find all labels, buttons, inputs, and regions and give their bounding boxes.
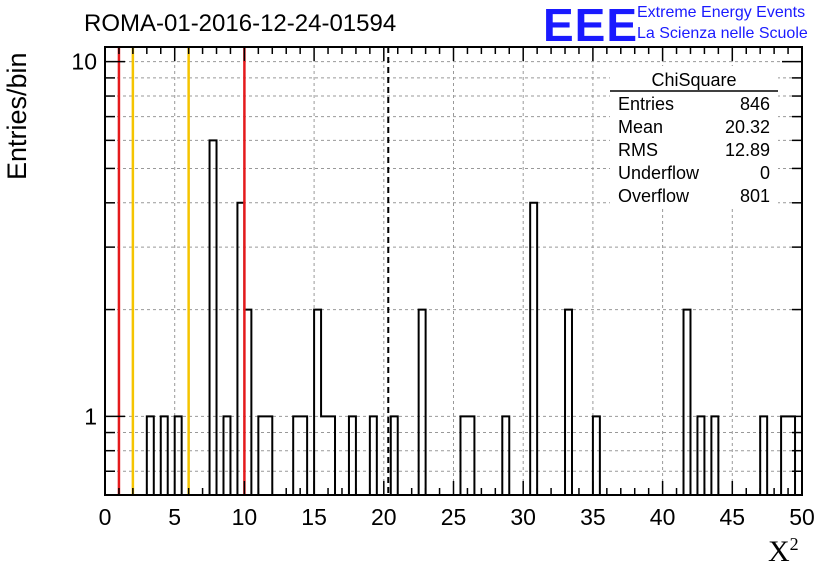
axis-ticks — [104, 47, 803, 496]
histogram-bin — [530, 203, 537, 495]
x-tick-label: 40 — [650, 504, 676, 530]
histogram-bin — [265, 416, 272, 495]
histogram-bin — [391, 416, 398, 495]
histogram-bin — [328, 416, 335, 495]
histogram-bin — [502, 416, 509, 495]
y-axis-label: Entries/bin — [2, 52, 32, 180]
histogram-bin — [370, 416, 377, 495]
histogram-bin — [788, 416, 795, 495]
histogram-bin — [147, 416, 154, 495]
x-tick-label: 20 — [371, 504, 397, 530]
histogram-bin — [711, 416, 718, 495]
histogram-bin — [161, 416, 168, 495]
tick-labels: 0 5 10 15 20 25 30 35 40 45 50 1 10 — [71, 49, 814, 530]
stats-box-title: ChiSquare — [651, 70, 736, 90]
stats-row-value: 12.89 — [725, 140, 770, 160]
x-axis-label-base: X — [768, 535, 790, 568]
histogram-bin — [460, 416, 467, 495]
stats-row-value: 0 — [760, 163, 770, 183]
reference-lines — [117, 47, 390, 495]
histogram-bin — [684, 310, 691, 495]
x-tick-label: 5 — [168, 504, 181, 530]
histogram-bin — [467, 416, 474, 495]
histogram-bin — [321, 416, 328, 495]
grid-lines — [105, 47, 802, 495]
stats-row-label: Underflow — [618, 163, 700, 183]
stats-box-background — [610, 66, 778, 208]
histogram-bin — [781, 416, 788, 495]
x-tick-label: 30 — [510, 504, 536, 530]
histogram-bin — [565, 310, 572, 495]
x-tick-label: 25 — [441, 504, 467, 530]
stats-row-label: Entries — [618, 94, 674, 114]
histogram-bin — [760, 416, 767, 495]
logo-subtitle-2: La Scienza nelle Scuole — [637, 25, 808, 42]
stats-row-label: Overflow — [618, 186, 690, 206]
x-axis-label: X2 — [768, 534, 799, 569]
x-tick-label: 45 — [720, 504, 746, 530]
histogram-bin — [419, 310, 426, 495]
x-tick-label: 0 — [99, 504, 112, 530]
histogram-bin — [349, 416, 356, 495]
histogram-bin — [293, 416, 300, 495]
y-tick-label: 10 — [71, 49, 97, 75]
histogram-bin — [223, 416, 230, 495]
stats-row-value: 20.32 — [725, 117, 770, 137]
stats-row-label: Mean — [618, 117, 663, 137]
x-tick-label: 15 — [301, 504, 327, 530]
x-axis-label-superscript: 2 — [789, 534, 799, 554]
x-tick-label: 50 — [789, 504, 815, 530]
stats-box: ChiSquare Entries 846 Mean 20.32 RMS 12.89 Unde… — [610, 66, 778, 208]
histogram-bin — [697, 416, 704, 495]
histogram-bin — [175, 416, 182, 495]
stats-row-value: 846 — [740, 94, 770, 114]
stats-row-label: RMS — [618, 140, 658, 160]
histogram-bin — [300, 416, 307, 495]
logo-subtitle-1: Extreme Energy Events — [637, 4, 806, 21]
histogram-bin — [210, 140, 217, 495]
x-tick-label: 35 — [580, 504, 606, 530]
y-tick-label: 1 — [84, 403, 97, 429]
run-title: ROMA-01-2016-12-24-01594 — [84, 10, 397, 37]
histogram-bin — [593, 416, 600, 495]
histogram-bin — [314, 310, 321, 495]
histogram-bin — [258, 416, 265, 495]
eee-logo: EEE — [543, 0, 639, 51]
x-tick-label: 10 — [232, 504, 258, 530]
stats-row-value: 801 — [740, 186, 770, 206]
